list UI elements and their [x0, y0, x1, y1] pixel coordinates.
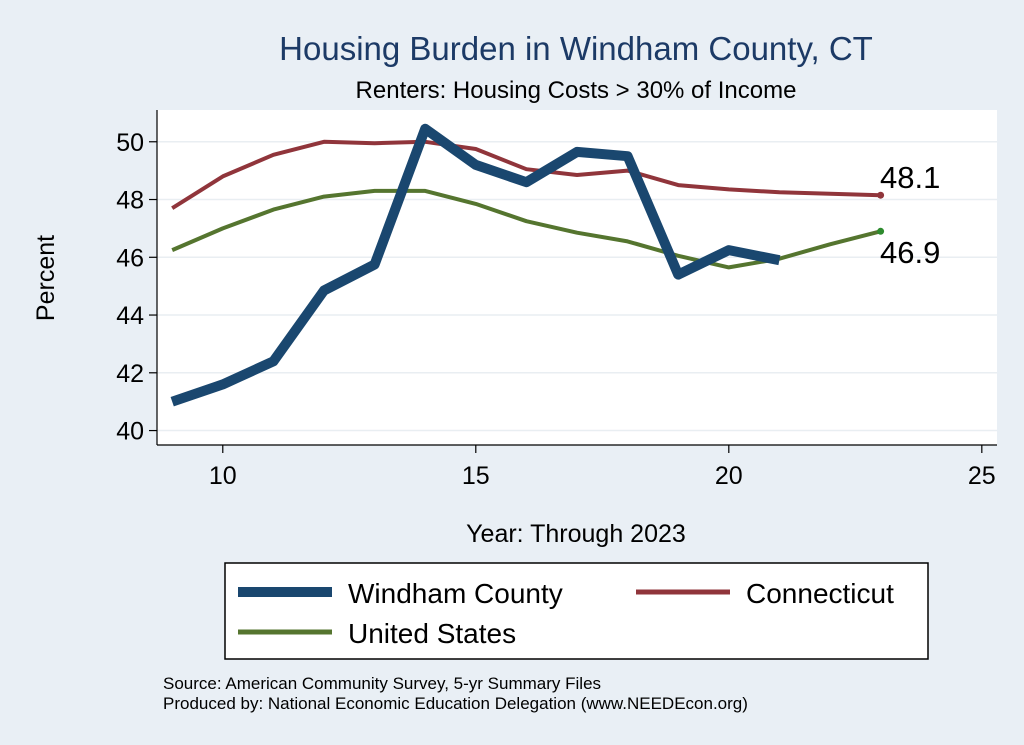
legend-label-windham: Windham County [348, 578, 563, 609]
x-tick-label: 20 [715, 462, 743, 490]
grid-lines [157, 141, 997, 432]
y-tick-label: 46 [116, 244, 144, 272]
end-label-united-states: 46.9 [880, 235, 940, 270]
producer-note: Produced by: National Economic Education… [163, 694, 748, 713]
series-layer [170, 123, 885, 407]
y-axis-title: Percent [32, 235, 60, 321]
legend: Windham County Connecticut United States [224, 562, 929, 660]
x-tick-label: 15 [462, 462, 490, 490]
end-marker-united-states [877, 227, 885, 235]
y-tick-label: 50 [116, 129, 144, 157]
legend-box [224, 562, 929, 660]
end-marker-connecticut [877, 191, 885, 199]
end-label-connecticut: 48.1 [880, 160, 940, 195]
y-tick-label: 42 [116, 360, 144, 388]
axes: 40 42 44 46 48 50 10 15 20 25 [116, 110, 997, 490]
source-note: Source: American Community Survey, 5-yr … [163, 674, 601, 693]
y-tick-label: 48 [116, 187, 144, 215]
chart-subtitle: Renters: Housing Costs > 30% of Income [356, 77, 797, 104]
x-tick-label: 10 [209, 462, 237, 490]
series-line-connecticut [171, 139, 881, 210]
legend-label-connecticut: Connecticut [746, 578, 894, 609]
legend-label-united-states: United States [348, 618, 516, 649]
y-tick-label: 40 [116, 418, 144, 446]
chart-title: Housing Burden in Windham County, CT [279, 30, 873, 67]
series-line-windham-county [170, 123, 781, 407]
plot-area [157, 110, 997, 445]
x-tick-label: 25 [968, 462, 996, 490]
y-tick-label: 44 [116, 302, 144, 330]
x-axis-title: Year: Through 2023 [466, 520, 686, 548]
